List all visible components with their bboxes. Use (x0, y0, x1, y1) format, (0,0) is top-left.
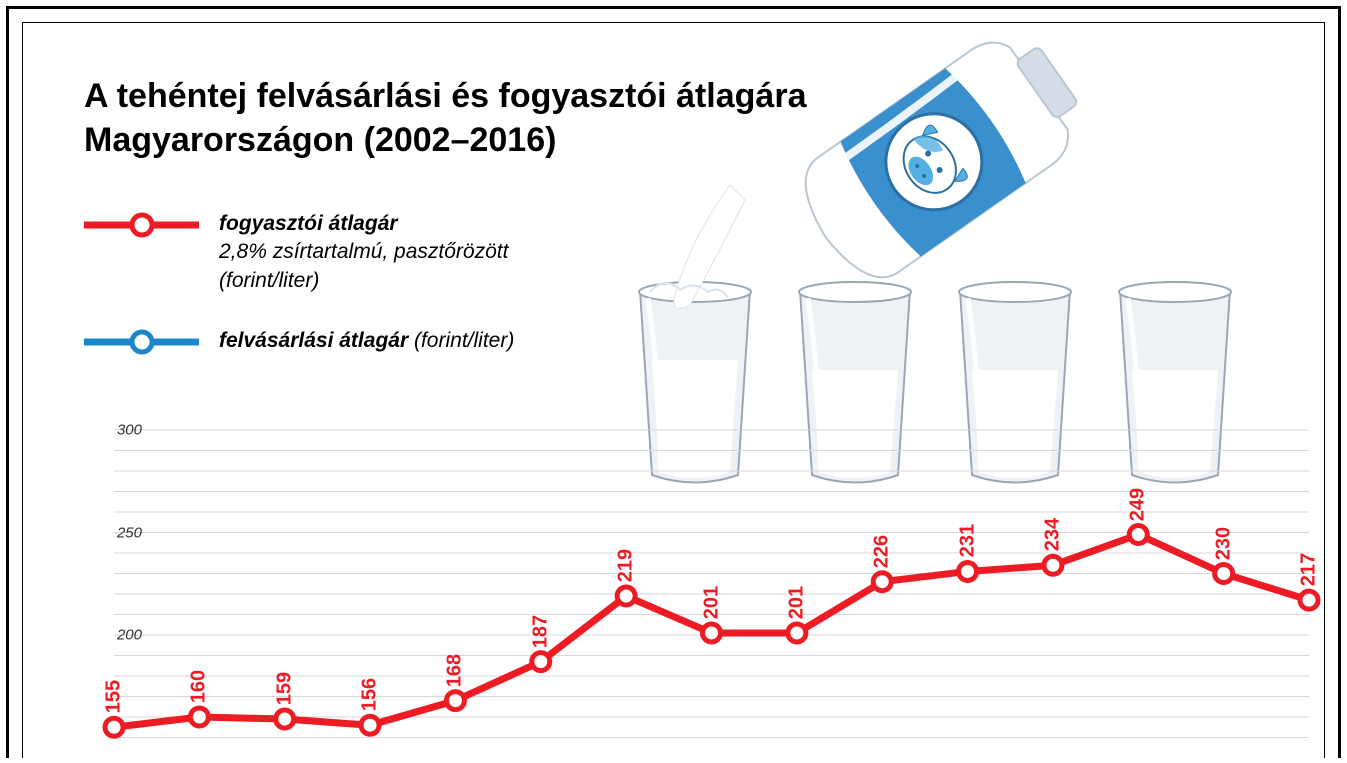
legend-text-purchase: felvásárlási átlagár (forint/liter) (219, 327, 514, 355)
value-label: 155 (103, 680, 126, 713)
value-label: 234 (1041, 518, 1064, 551)
y-tick-label: 200 (102, 627, 142, 644)
price-line-chart: 200250300 155160159156168187219201201226… (74, 430, 1314, 758)
value-label: 249 (1127, 487, 1150, 520)
legend-row-purchase: felvásárlási átlagár (forint/liter) (84, 327, 514, 355)
value-label: 160 (188, 670, 211, 703)
value-label: 226 (871, 535, 894, 568)
legend-row-consumer: fogyasztói átlagár 2,8% zsírtartalmú, pa… (84, 210, 514, 295)
value-label: 231 (956, 524, 979, 557)
legend-swatch-purchase (84, 329, 199, 355)
legend-sub1-consumer: 2,8% zsírtartalmú, pasztőrözött (219, 240, 508, 263)
value-label: 159 (273, 672, 296, 705)
value-label: 187 (529, 614, 552, 647)
legend-label-purchase: felvásárlási átlagár (219, 329, 408, 352)
legend-label-consumer: fogyasztói átlagár (219, 212, 398, 235)
value-label: 201 (700, 586, 723, 619)
value-label: 168 (444, 653, 467, 686)
legend-swatch-consumer (84, 212, 199, 238)
legend-unit-purchase: (forint/liter) (414, 329, 514, 352)
y-tick-label: 300 (102, 422, 142, 439)
legend-sub2-consumer: (forint/liter) (219, 269, 319, 292)
value-label: 230 (1212, 526, 1235, 559)
legend: fogyasztói átlagár 2,8% zsírtartalmú, pa… (84, 210, 514, 387)
value-label: 217 (1298, 553, 1321, 586)
milk-illustration (620, 30, 1320, 490)
y-tick-label: 250 (102, 524, 142, 541)
value-label: 156 (359, 678, 382, 711)
legend-text-consumer: fogyasztói átlagár 2,8% zsírtartalmú, pa… (219, 210, 508, 295)
value-label: 201 (785, 586, 808, 619)
value-label: 219 (615, 549, 638, 582)
title-line-2: Magyarországon (2002–2016) (84, 121, 556, 159)
